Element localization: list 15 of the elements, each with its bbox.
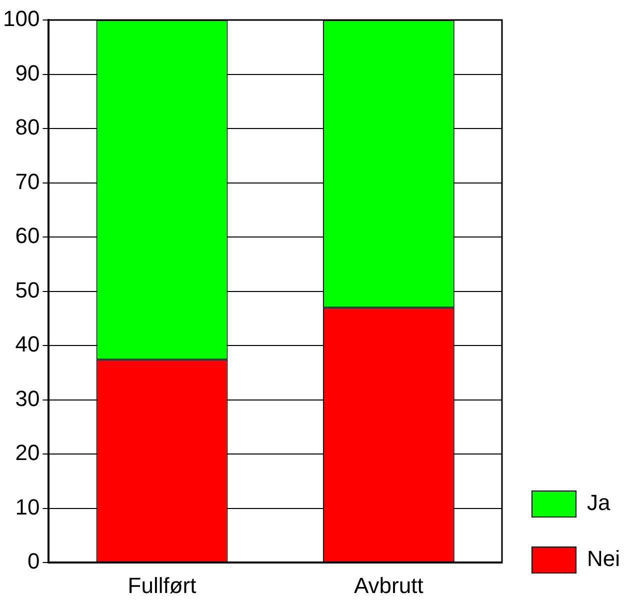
x-tick-label: Avbrutt bbox=[354, 572, 424, 598]
y-tick-label: 0 bbox=[27, 548, 40, 574]
legend-label: Ja bbox=[586, 490, 611, 516]
x-tick-label: Fullført bbox=[128, 572, 196, 598]
y-tick-label: 60 bbox=[15, 223, 40, 248]
y-tick-label: 90 bbox=[15, 60, 40, 86]
y-tick-label: 100 bbox=[2, 6, 40, 32]
y-tick-label: 70 bbox=[15, 168, 40, 194]
y-tick-label: 20 bbox=[15, 440, 40, 466]
legend-label: Nei bbox=[586, 546, 620, 572]
y-tick-label: 10 bbox=[15, 494, 40, 520]
y-tick-label: 30 bbox=[15, 386, 40, 411]
y-tick-label: 50 bbox=[15, 277, 40, 302]
y-tick-label: 80 bbox=[15, 114, 40, 140]
y-tick-label: 40 bbox=[15, 332, 40, 357]
